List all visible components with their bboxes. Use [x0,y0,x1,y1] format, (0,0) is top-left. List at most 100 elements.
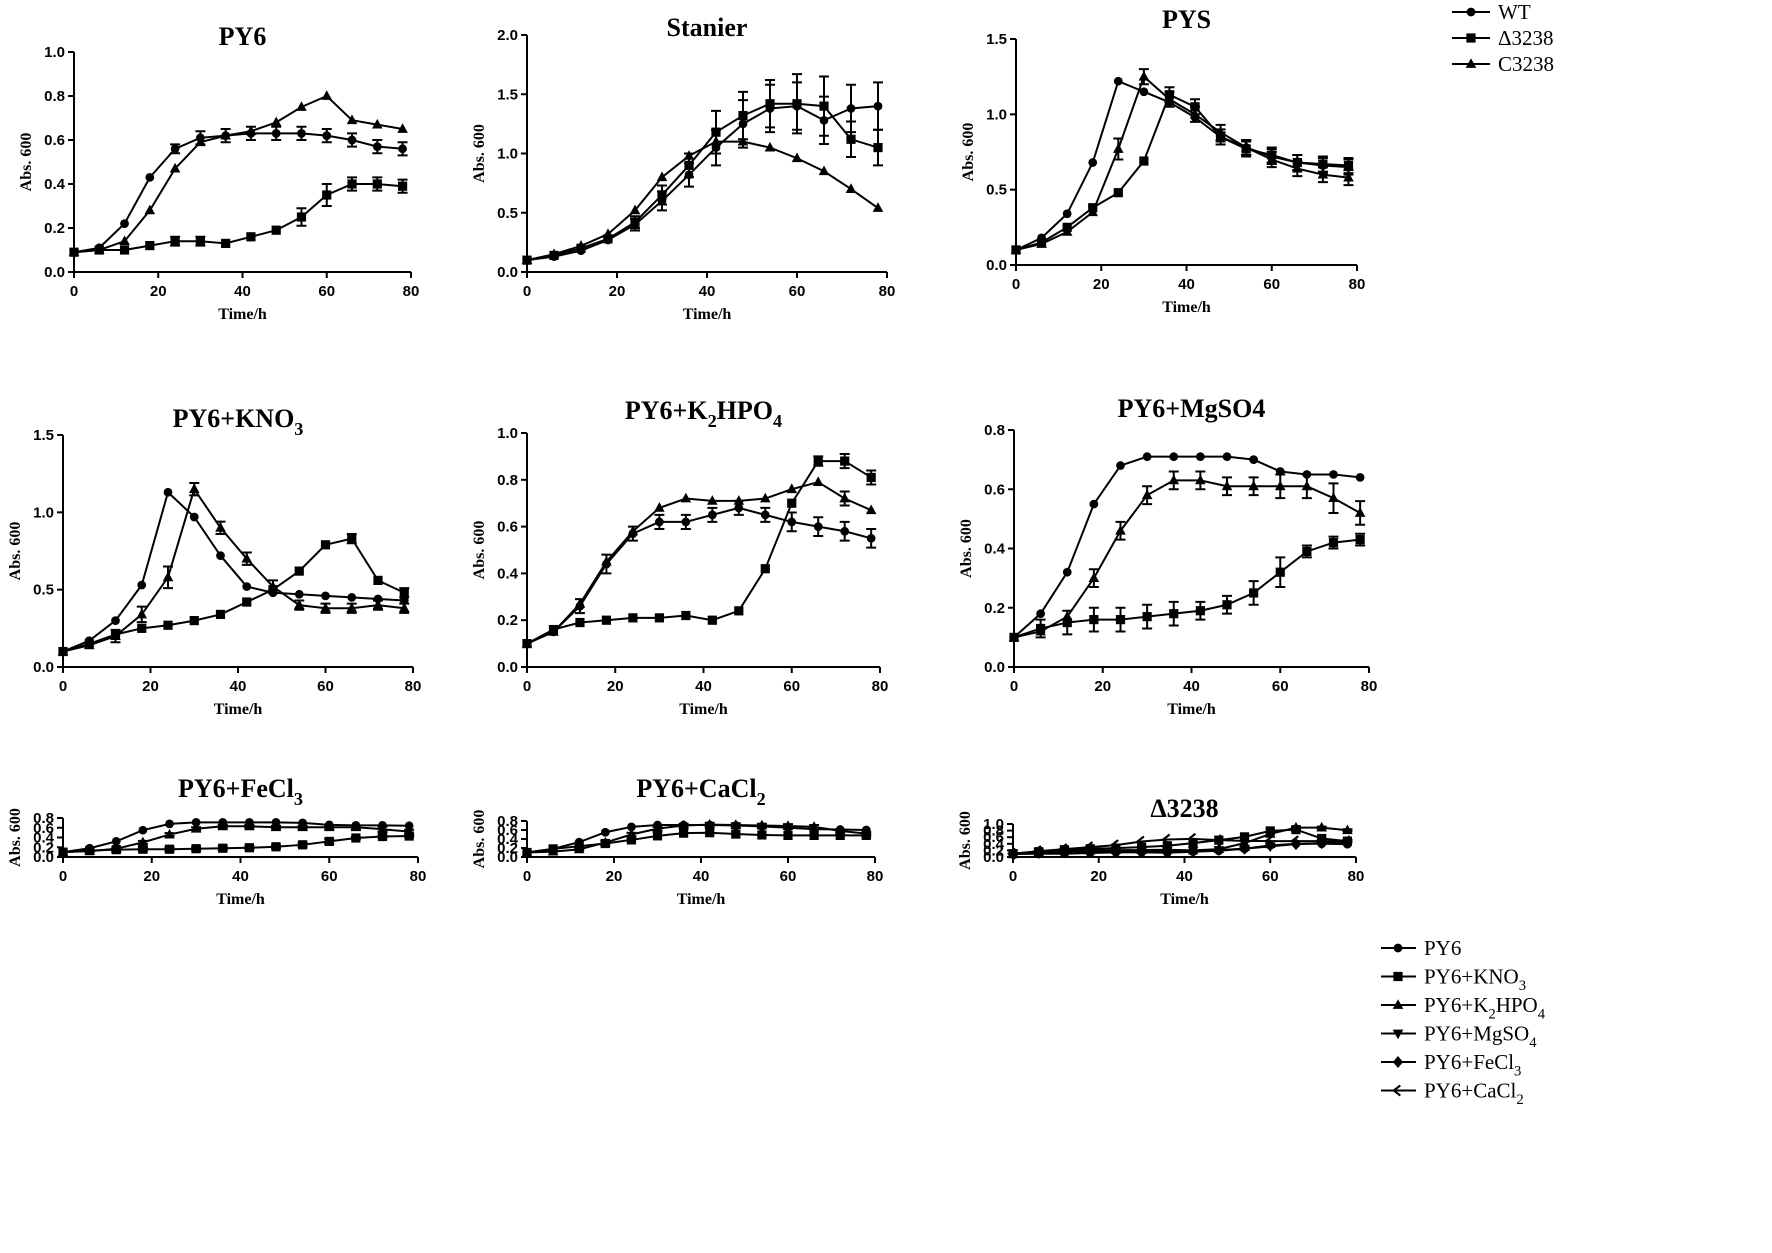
panel-py6-plus-fecl3: 0 20 40 60 80 0.00.20.40.60.8 Time/h Abs. 600 PY… [7,774,426,908]
data-point [521,637,533,648]
data-point [189,512,199,522]
series-delta-3238 [1011,86,1354,255]
x-tick-label: 80 [410,868,427,885]
y-tick-label: 0.4 [984,541,1006,558]
data-point [846,104,856,113]
data-point [1240,141,1252,152]
data-point [575,240,587,250]
data-point [169,162,181,173]
data-point [1290,821,1302,832]
data-point [791,152,803,163]
data-point [787,517,797,527]
data-point [1113,76,1123,86]
y-axis-label: Abs. 600 [471,124,488,183]
x-tick-label: 60 [780,868,797,885]
data-point [786,483,798,494]
y-tick-label: 0.4 [983,836,1005,853]
data-point [628,613,638,623]
data-point [733,495,745,505]
y-tick-label: 0.4 [44,176,66,193]
series-line [62,825,410,854]
panel-py6: 0 20 40 60 80 0.0 0.2 0.4 0.6 0.8 1.0 Time/h Abs. 60… [18,22,419,323]
data-point [320,540,331,550]
data-point [347,135,357,145]
y-tick-label: 0.0 [497,659,518,676]
data-point [1161,833,1171,846]
data-point [137,836,149,847]
legend-item-delta-3238: Δ3238 [1452,26,1554,50]
data-point [655,517,664,527]
data-point [574,598,586,608]
x-axis-label: Time/h [218,306,267,323]
data-point [626,828,637,839]
data-point [1342,824,1353,835]
data-point [873,101,883,111]
data-point [191,818,201,827]
x-tick-label: 60 [1272,678,1289,695]
data-point [1088,572,1100,583]
data-point [321,90,333,100]
y-axis-label: Abs. 600 [471,810,488,869]
data-point [321,591,330,601]
y-tick-label: 0.8 [983,823,1004,840]
data-point [1087,206,1099,217]
series-c3238 [57,820,415,857]
series-line [526,105,879,262]
x-tick-label: 60 [1262,868,1279,885]
y-tick-label: 0.2 [984,600,1005,617]
x-tick-label: 20 [142,678,159,695]
data-point [241,552,253,563]
data-point [138,844,148,854]
data-point [189,616,199,626]
data-point [190,822,202,833]
x-tick-label: 20 [1094,678,1111,695]
data-point [170,236,180,246]
data-point [57,846,69,857]
legend-marker [1466,7,1476,17]
data-point [1343,171,1354,182]
legend-marker [1392,1029,1404,1040]
x-tick-label: 0 [523,283,531,300]
data-point [600,827,610,837]
data-point [680,492,692,503]
legend-label: PY6+FeCl3 [1424,1050,1521,1079]
x-axis-label: Time/h [1160,891,1209,908]
data-point [1061,610,1073,621]
data-point [1196,452,1205,462]
data-point [1355,535,1365,545]
data-point [1139,156,1149,166]
data-point [136,608,148,619]
legend-item-py6-plus-mgso4: PY6+MgSO4 [1381,1022,1537,1051]
x-tick-label: 40 [230,678,247,695]
data-point [681,610,691,621]
y-tick-label: 0.8 [497,813,518,830]
data-point [707,615,717,625]
data-point [813,456,823,466]
data-point [397,123,408,133]
data-point [1162,845,1173,858]
x-tick-label: 60 [1263,276,1280,293]
data-point [1328,537,1339,548]
x-tick-label: 40 [1176,868,1193,885]
x-axis-label: Time/h [1167,701,1216,718]
data-point [215,522,226,532]
data-point [164,828,175,839]
data-point [1058,843,1068,856]
x-tick-label: 20 [609,283,626,300]
legend-item-c3238: C3238 [1452,52,1554,76]
data-point [787,498,797,508]
data-point [601,615,612,625]
data-point [818,165,830,176]
series-line [526,102,879,262]
data-point [1169,452,1179,462]
data-point [1115,524,1126,535]
data-point [164,844,175,854]
data-point [730,819,742,829]
data-point [347,593,357,602]
data-point [218,843,228,853]
data-point [1089,499,1099,509]
x-tick-label: 20 [1090,868,1107,885]
data-point [759,492,771,503]
y-tick-label: 0.6 [984,481,1005,498]
